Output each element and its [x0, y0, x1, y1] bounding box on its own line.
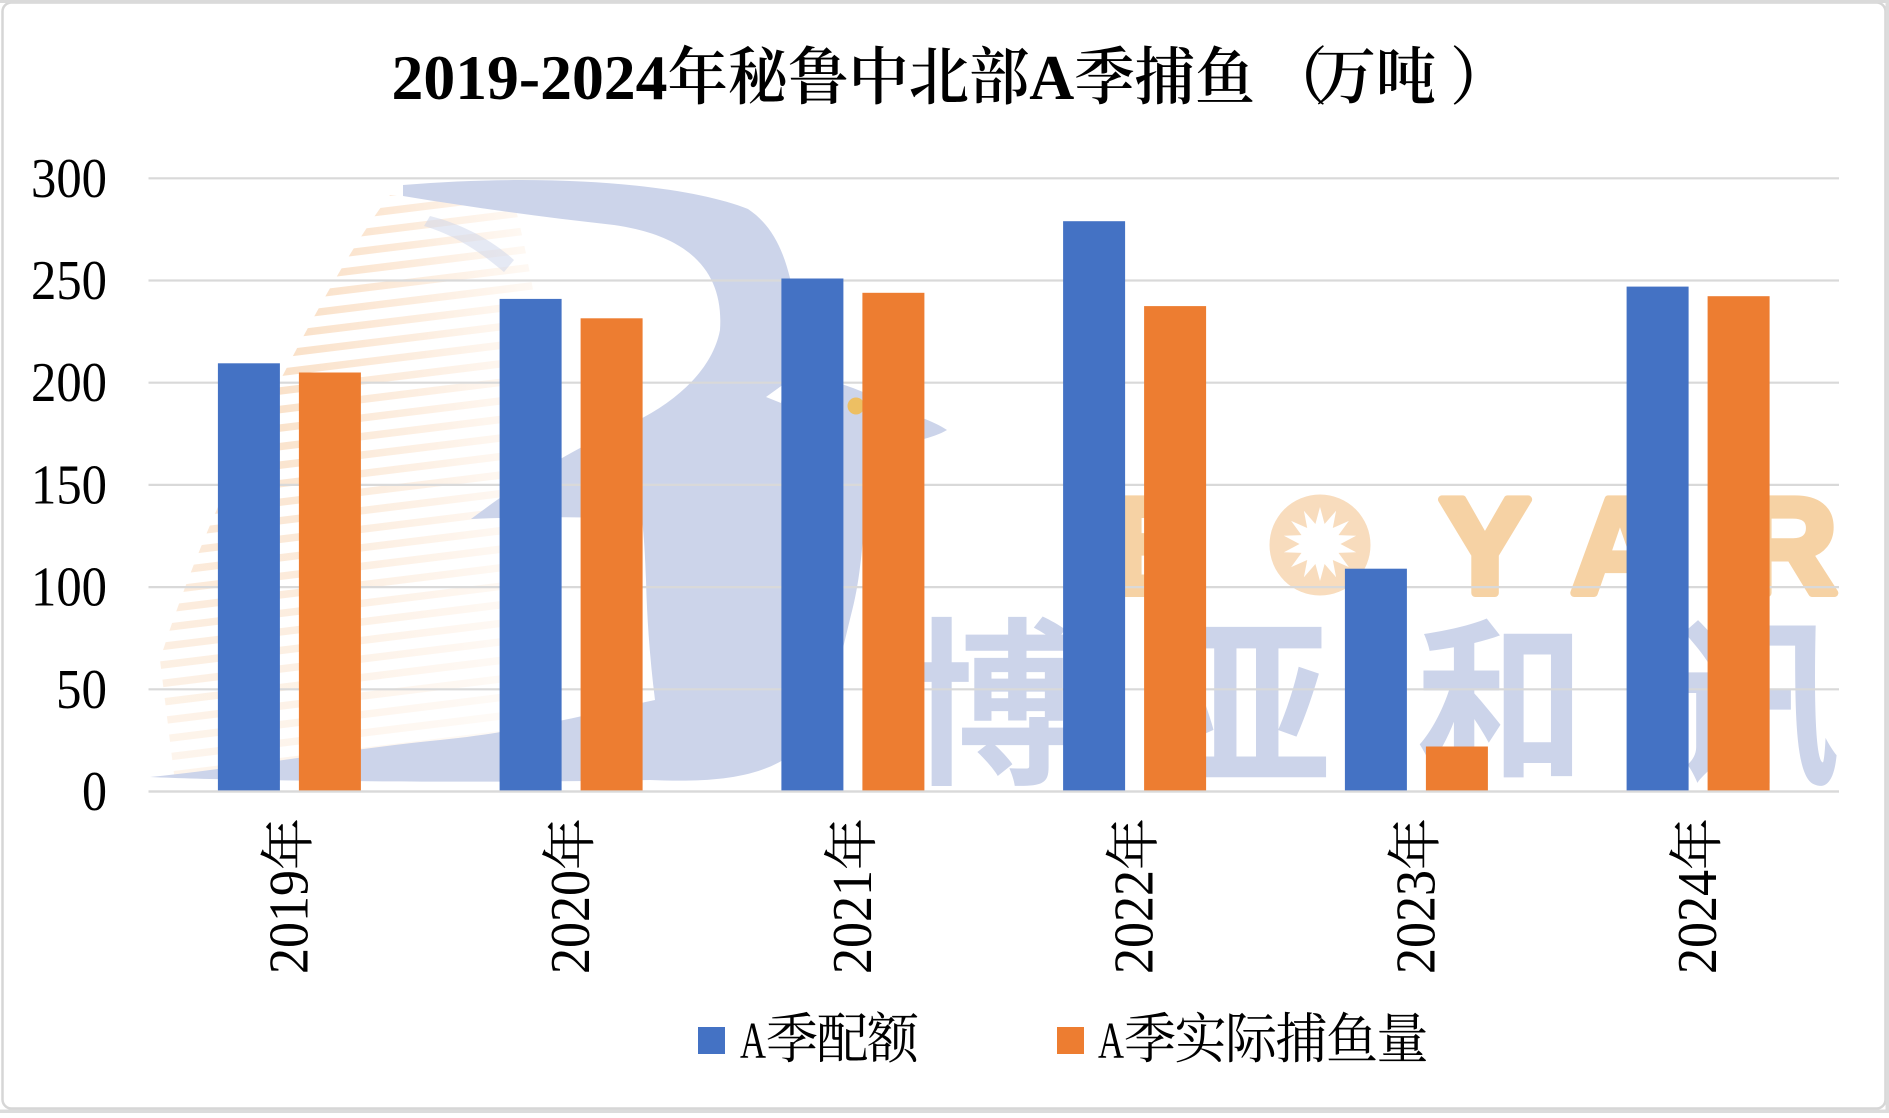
svg-text:A: A: [740, 1013, 766, 1070]
svg-text:A: A: [1098, 1013, 1124, 1070]
svg-text:2020: 2020: [540, 870, 602, 974]
svg-text:200: 200: [31, 352, 107, 414]
svg-text:250: 250: [31, 250, 107, 312]
svg-text:2019-2024: 2019-2024: [392, 42, 668, 113]
svg-text:A: A: [1029, 42, 1074, 113]
svg-text:100: 100: [31, 557, 107, 619]
svg-text:2024: 2024: [1667, 870, 1729, 974]
svg-text:2022: 2022: [1104, 870, 1166, 974]
svg-text:2019: 2019: [258, 870, 320, 974]
svg-text:2021: 2021: [822, 870, 884, 974]
svg-text:150: 150: [31, 454, 107, 516]
svg-text:Y: Y: [1440, 470, 1531, 622]
svg-text:0: 0: [82, 761, 107, 823]
svg-text:300: 300: [31, 148, 107, 210]
svg-text:50: 50: [56, 659, 107, 721]
svg-text:2023: 2023: [1385, 870, 1447, 974]
